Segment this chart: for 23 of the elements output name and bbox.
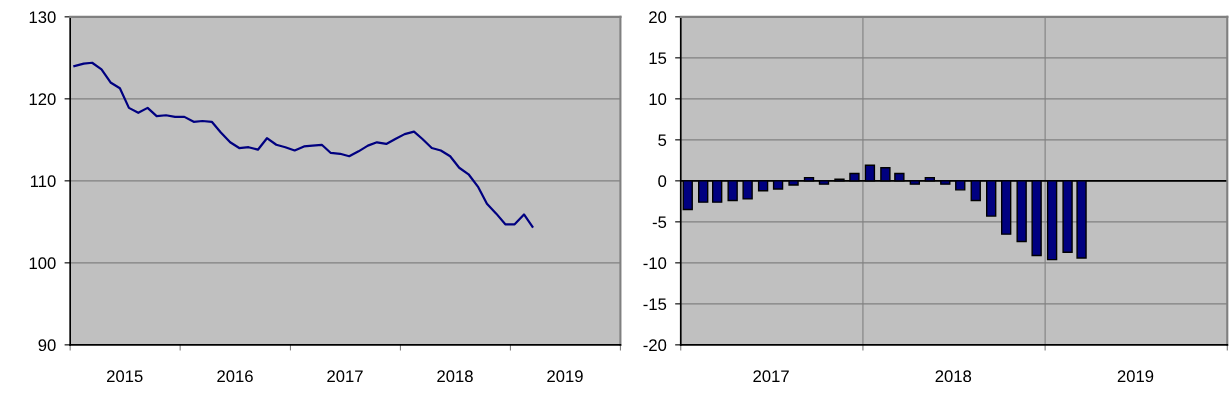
y-tick-label: 90 bbox=[38, 339, 56, 352]
x-tick-label: 2018 bbox=[935, 370, 972, 383]
x-tick-label: 2015 bbox=[107, 370, 143, 383]
y-tick-label: 15 bbox=[649, 52, 667, 65]
x-tick-label: 2019 bbox=[547, 370, 583, 383]
y-tick-label: 110 bbox=[30, 175, 56, 188]
y-tick-label: -20 bbox=[643, 339, 667, 352]
y-tick-label: 100 bbox=[29, 257, 56, 270]
x-tick-label: 2016 bbox=[217, 370, 253, 383]
y-tick-label: 120 bbox=[29, 93, 56, 106]
y-tick-label: 0 bbox=[658, 175, 667, 188]
y-tick-label: 130 bbox=[29, 11, 56, 24]
line-series bbox=[73, 61, 534, 228]
y-tick-label: -5 bbox=[652, 216, 667, 229]
x-tick-label: 2017 bbox=[753, 370, 789, 383]
x-tick-label: 2018 bbox=[437, 370, 473, 383]
y-tick-label: -10 bbox=[643, 257, 667, 270]
y-tick-label: 5 bbox=[658, 134, 667, 147]
y-tick-label: 20 bbox=[649, 11, 667, 24]
y-tick-label: 10 bbox=[649, 93, 667, 106]
x-tick-label: 2019 bbox=[1117, 370, 1154, 383]
x-tick-label: 2017 bbox=[327, 370, 363, 383]
y-tick-label: -15 bbox=[643, 298, 667, 311]
